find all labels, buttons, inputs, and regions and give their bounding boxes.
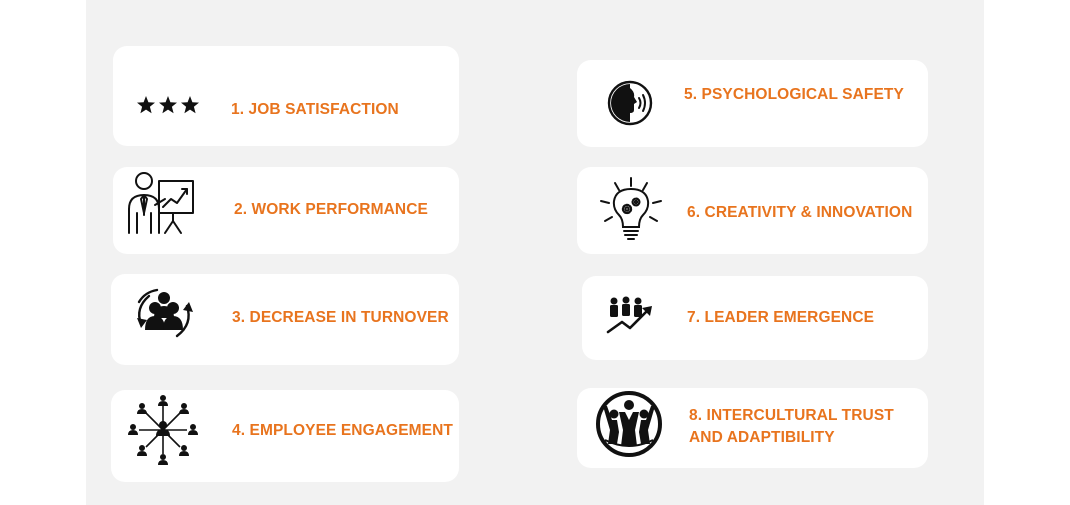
speaking-head-icon (607, 80, 653, 126)
presenter-chart-icon (128, 172, 194, 234)
card-decrease-in-turnover: 3. DECREASE IN TURNOVER (111, 274, 459, 365)
label-employee-engagement: 4. EMPLOYEE ENGAGEMENT (232, 422, 453, 439)
benefits-panel: 1. JOB SATISFACTION 2. WORK PERFORMANCE (86, 0, 984, 505)
card-employee-engagement: 4. EMPLOYEE ENGAGEMENT (111, 390, 459, 482)
label-job-satisfaction: 1. JOB SATISFACTION (231, 101, 399, 118)
three-stars-icon (137, 96, 199, 114)
people-circle-icon (596, 391, 662, 457)
lightbulb-gears-icon (600, 177, 662, 240)
label-creativity-innovation: 6. CREATIVITY & INNOVATION (687, 204, 913, 221)
label-intercultural-trust-line1: 8. INTERCULTURAL TRUST (689, 407, 894, 424)
label-psychological-safety: 5. PSYCHOLOGICAL SAFETY (684, 86, 904, 103)
card-work-performance: 2. WORK PERFORMANCE (113, 167, 459, 254)
label-intercultural-trust-line2: AND ADAPTIBILITY (689, 429, 835, 446)
label-work-performance: 2. WORK PERFORMANCE (234, 201, 428, 218)
team-cycle-icon (137, 288, 193, 338)
card-job-satisfaction: 1. JOB SATISFACTION (113, 46, 459, 146)
card-creativity-innovation: 6. CREATIVITY & INNOVATION (577, 167, 928, 254)
card-intercultural-trust: 8. INTERCULTURAL TRUST AND ADAPTIBILITY (577, 388, 928, 468)
label-decrease-in-turnover: 3. DECREASE IN TURNOVER (232, 309, 449, 326)
card-leader-emergence: 7. LEADER EMERGENCE (582, 276, 928, 360)
network-people-icon (128, 395, 198, 465)
label-leader-emergence: 7. LEADER EMERGENCE (687, 309, 875, 326)
card-psychological-safety: 5. PSYCHOLOGICAL SAFETY (577, 60, 928, 147)
group-growth-arrow-icon (606, 296, 652, 334)
